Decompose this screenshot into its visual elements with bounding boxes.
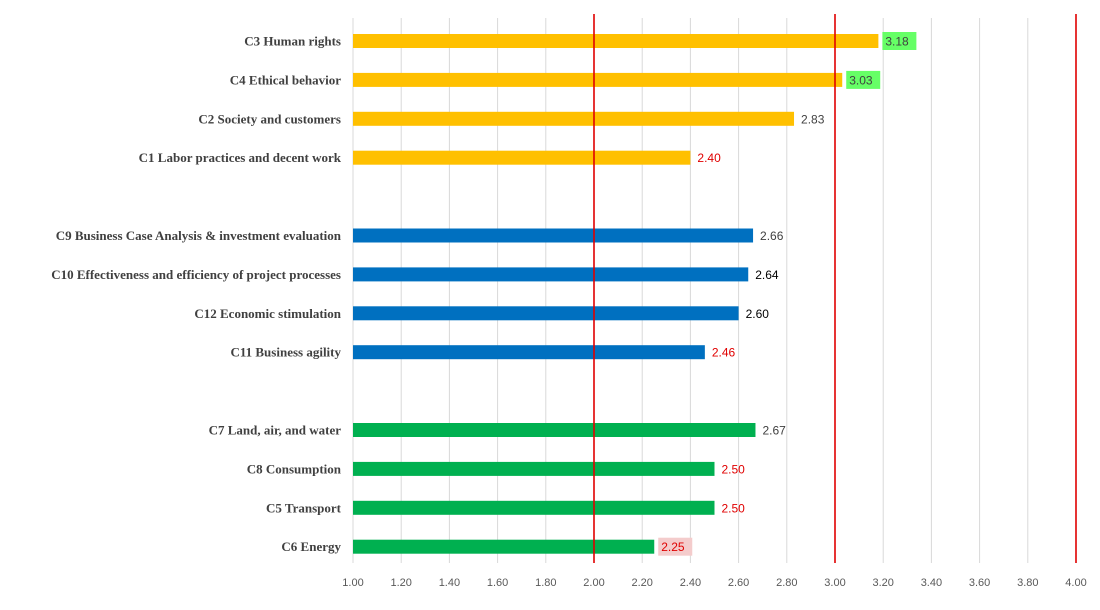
category-label: C5 Transport [266,500,342,515]
reference-lines [593,14,1077,563]
bars [353,34,879,554]
labels: C3 Human rights 3.18 C4 Ethical behavior 3.… [51,32,917,556]
x-tick-label: 1.40 [439,577,460,589]
value-label: 2.64 [755,268,779,282]
x-tick-label: 1.80 [535,577,556,589]
category-label: C2 Society and customers [198,111,341,126]
value-label: 2.83 [801,112,825,126]
bar [353,461,715,476]
x-tick-label: 1.00 [342,577,363,589]
category-label: C4 Ethical behavior [230,72,341,87]
category-label: C10 Effectiveness and efficiency of proj… [51,267,341,282]
value-label: 2.60 [746,307,770,321]
bar [353,306,739,321]
value-label-highlight [658,537,693,556]
bar [353,34,879,48]
x-tick-label: 1.60 [487,577,508,589]
value-label: 2.46 [712,346,736,360]
x-tick-label: 3.40 [921,577,942,589]
x-tick-label: 3.00 [824,577,845,589]
bar [353,150,691,165]
category-label: C1 Labor practices and decent work [139,150,342,165]
x-tick-label: 2.20 [631,577,652,589]
value-label: 2.50 [722,462,746,476]
bar [353,500,715,515]
value-label-highlight [882,32,917,50]
category-label: C6 Energy [281,539,341,554]
bar [353,423,756,437]
x-tick-label: 3.60 [969,577,990,589]
category-label: C7 Land, air, and water [209,423,342,438]
x-tick-label: 2.60 [728,577,749,589]
value-label: 2.25 [661,540,685,554]
bar [353,539,655,554]
value-label: 3.03 [849,73,873,87]
bar [353,345,705,360]
category-label: C3 Human rights [244,34,341,49]
x-tick-label: 3.20 [872,577,893,589]
x-tick-label: 1.20 [390,577,411,589]
value-label: 2.67 [762,424,786,438]
category-label: C8 Consumption [247,461,342,476]
value-label-highlight [846,70,881,89]
bar [353,111,795,126]
bar [353,228,754,243]
bar [353,72,843,87]
bar [353,267,749,282]
value-label: 3.18 [885,35,909,49]
category-label: C11 Business agility [230,345,341,360]
category-label: C12 Economic stimulation [194,306,341,321]
value-label: 2.50 [722,501,746,515]
value-label: 2.66 [760,229,784,243]
x-tick-label: 3.80 [1017,577,1038,589]
x-tick-label: 2.40 [680,577,701,589]
value-label: 2.40 [697,151,721,165]
x-tick-label: 2.00 [583,577,604,589]
category-label: C9 Business Case Analysis & investment e… [56,228,342,243]
x-tick-label: 4.00 [1065,577,1086,589]
x-tick-label: 2.80 [776,577,797,589]
x-axis-ticks: 1.00 1.20 1.40 1.60 1.80 2.00 2.20 2.40 2.60 2.80… [342,577,1086,589]
gridlines [352,18,1077,563]
